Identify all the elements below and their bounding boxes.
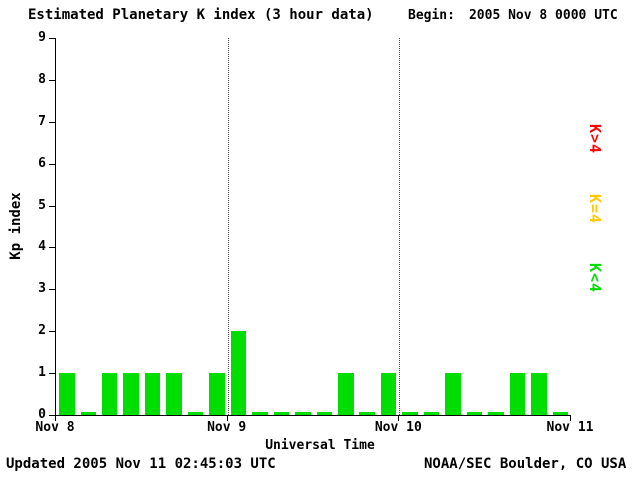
x-tick-mark xyxy=(398,416,400,421)
begin-label: Begin: xyxy=(408,8,455,23)
y-tick-mark xyxy=(49,331,55,333)
x-tick-mark xyxy=(226,416,228,421)
kp-bar xyxy=(380,373,397,415)
x-axis-label: Universal Time xyxy=(265,438,375,453)
kp-bar xyxy=(230,331,247,415)
kp-bar xyxy=(488,412,504,415)
begin-caption: Begin: 2005 Nov 8 0000 UTC xyxy=(408,8,618,23)
chart-title: Estimated Planetary K index (3 hour data… xyxy=(28,7,374,23)
y-tick-label: 6 xyxy=(38,155,46,171)
kp-bar xyxy=(123,373,139,415)
kp-bar xyxy=(531,373,547,415)
x-tick-mark xyxy=(55,416,56,421)
kp-bar xyxy=(80,412,96,415)
begin-value: 2005 Nov 8 0000 UTC xyxy=(468,8,618,23)
kp-bar xyxy=(445,373,461,415)
kp-bar xyxy=(466,412,483,415)
y-tick-mark xyxy=(49,289,55,291)
y-tick-mark xyxy=(49,247,55,249)
day-boundary-gridline xyxy=(227,38,229,415)
source-credit: NOAA/SEC Boulder, CO USA xyxy=(424,456,627,472)
kp-bar xyxy=(402,412,418,415)
kp-bar xyxy=(166,373,182,415)
y-tick-mark xyxy=(49,205,55,207)
legend-k-lt-4: K<4 xyxy=(586,263,604,294)
kp-bar xyxy=(359,412,375,415)
legend-k-gt-4: K>4 xyxy=(586,124,604,155)
y-tick-label: 8 xyxy=(38,71,46,87)
kp-bar xyxy=(295,412,311,415)
plot-area xyxy=(55,38,571,416)
x-tick-label: Nov 8 xyxy=(35,420,75,435)
y-tick-label: 3 xyxy=(38,281,46,297)
updated-timestamp: Updated 2005 Nov 11 02:45:03 UTC xyxy=(6,456,276,472)
kp-bar xyxy=(338,373,354,415)
y-tick-mark xyxy=(49,38,55,39)
day-boundary-gridline xyxy=(399,38,401,415)
x-tick-label: Nov 10 xyxy=(374,420,422,435)
y-tick-mark xyxy=(49,121,55,123)
y-tick-mark xyxy=(49,163,55,165)
kp-bar xyxy=(144,373,161,415)
kp-bar xyxy=(316,412,332,415)
legend-k-eq-4: K=4 xyxy=(586,194,604,225)
kp-bar xyxy=(252,412,268,415)
y-tick-mark xyxy=(49,79,55,81)
kp-bar xyxy=(101,373,118,415)
kp-bar xyxy=(273,412,290,415)
y-tick-label: 4 xyxy=(38,239,46,255)
y-tick-mark xyxy=(49,415,55,416)
y-tick-label: 5 xyxy=(38,197,46,213)
x-tick-mark xyxy=(570,416,571,421)
kp-bar xyxy=(209,373,225,415)
kp-bar xyxy=(187,412,204,415)
y-tick-mark xyxy=(49,373,55,375)
kp-bar xyxy=(552,412,568,415)
y-tick-label: 0 xyxy=(38,407,46,422)
y-tick-label: 1 xyxy=(38,365,46,381)
y-tick-label: 2 xyxy=(38,323,46,339)
kp-bar xyxy=(423,412,440,415)
kp-bar xyxy=(59,373,75,415)
y-tick-label: 9 xyxy=(38,30,46,45)
x-tick-label: Nov 9 xyxy=(207,420,247,435)
kp-bar xyxy=(509,373,526,415)
y-tick-label: 7 xyxy=(38,113,46,129)
x-tick-label: Nov 11 xyxy=(546,420,594,435)
